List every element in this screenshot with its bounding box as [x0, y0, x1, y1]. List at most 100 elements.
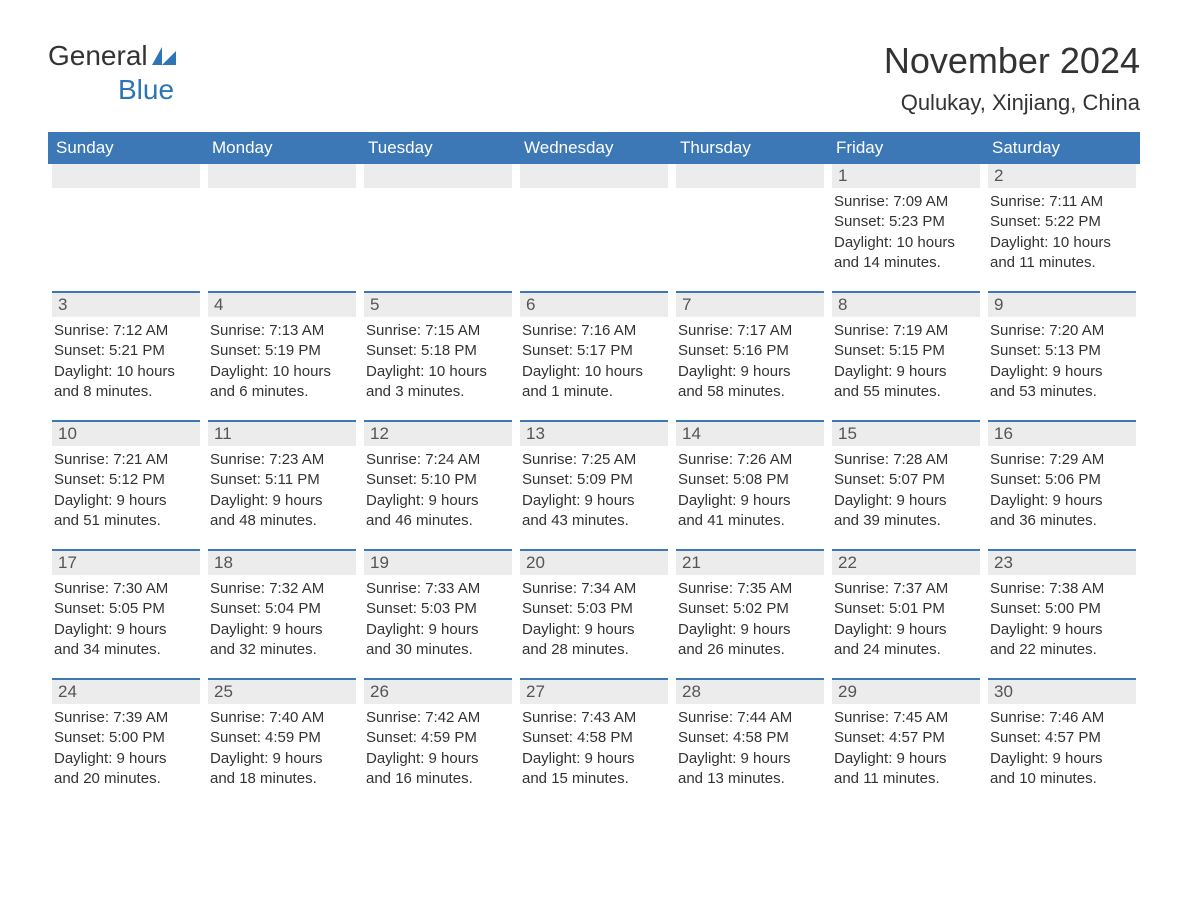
day-info-line: and 51 minutes.: [54, 511, 198, 531]
day-info-line: Sunrise: 7:17 AM: [678, 321, 822, 341]
day-cell: 5Sunrise: 7:15 AMSunset: 5:18 PMDaylight…: [360, 291, 516, 402]
day-info: Sunrise: 7:33 AMSunset: 5:03 PMDaylight:…: [364, 575, 512, 660]
page-header: General Blue November 2024 Qulukay, Xinj…: [48, 40, 1140, 128]
day-info-line: Daylight: 9 hours: [522, 620, 666, 640]
week-row: 17Sunrise: 7:30 AMSunset: 5:05 PMDayligh…: [48, 549, 1140, 660]
week-row: 10Sunrise: 7:21 AMSunset: 5:12 PMDayligh…: [48, 420, 1140, 531]
day-info-line: and 53 minutes.: [990, 382, 1134, 402]
day-info-line: Daylight: 9 hours: [522, 491, 666, 511]
day-info-line: Sunset: 5:22 PM: [990, 212, 1134, 232]
day-info-line: Daylight: 9 hours: [990, 362, 1134, 382]
day-info-line: Daylight: 9 hours: [366, 749, 510, 769]
day-info: Sunrise: 7:42 AMSunset: 4:59 PMDaylight:…: [364, 704, 512, 789]
day-info-line: Daylight: 9 hours: [678, 491, 822, 511]
day-cell: 27Sunrise: 7:43 AMSunset: 4:58 PMDayligh…: [516, 678, 672, 789]
day-info-line: Sunset: 5:00 PM: [990, 599, 1134, 619]
day-number-bar: 18: [208, 549, 356, 575]
day-info-line: and 6 minutes.: [210, 382, 354, 402]
day-info: Sunrise: 7:38 AMSunset: 5:00 PMDaylight:…: [988, 575, 1136, 660]
day-info-line: Daylight: 9 hours: [54, 620, 198, 640]
day-info-line: Sunset: 5:10 PM: [366, 470, 510, 490]
day-number-bar: 11: [208, 420, 356, 446]
day-info-line: and 32 minutes.: [210, 640, 354, 660]
day-number-bar: 21: [676, 549, 824, 575]
day-cell: 8Sunrise: 7:19 AMSunset: 5:15 PMDaylight…: [828, 291, 984, 402]
day-info-line: Sunrise: 7:34 AM: [522, 579, 666, 599]
day-info-line: Sunrise: 7:11 AM: [990, 192, 1134, 212]
day-cell: 23Sunrise: 7:38 AMSunset: 5:00 PMDayligh…: [984, 549, 1140, 660]
weekday-header: Thursday: [672, 132, 828, 164]
day-number-bar: 22: [832, 549, 980, 575]
day-number-bar: 12: [364, 420, 512, 446]
day-info: Sunrise: 7:43 AMSunset: 4:58 PMDaylight:…: [520, 704, 668, 789]
title-area: November 2024 Qulukay, Xinjiang, China: [884, 40, 1140, 128]
day-info-line: Daylight: 9 hours: [54, 491, 198, 511]
day-info-line: and 11 minutes.: [834, 769, 978, 789]
day-info-line: Sunrise: 7:28 AM: [834, 450, 978, 470]
logo-text-general: General: [48, 40, 148, 71]
day-info-line: and 58 minutes.: [678, 382, 822, 402]
day-info-line: Daylight: 9 hours: [834, 749, 978, 769]
day-cell: 10Sunrise: 7:21 AMSunset: 5:12 PMDayligh…: [48, 420, 204, 531]
day-cell: [516, 164, 672, 273]
day-info-line: Sunrise: 7:40 AM: [210, 708, 354, 728]
weeks-container: 1Sunrise: 7:09 AMSunset: 5:23 PMDaylight…: [48, 164, 1140, 789]
day-info: Sunrise: 7:24 AMSunset: 5:10 PMDaylight:…: [364, 446, 512, 531]
day-info-line: Sunrise: 7:38 AM: [990, 579, 1134, 599]
day-number-bar: 29: [832, 678, 980, 704]
day-info-line: Sunrise: 7:09 AM: [834, 192, 978, 212]
day-info-line: Sunset: 5:15 PM: [834, 341, 978, 361]
logo-flag-icon: [152, 40, 180, 72]
day-info-line: Sunrise: 7:29 AM: [990, 450, 1134, 470]
day-info-line: Sunrise: 7:26 AM: [678, 450, 822, 470]
day-info-line: and 46 minutes.: [366, 511, 510, 531]
day-info-line: and 22 minutes.: [990, 640, 1134, 660]
day-info: Sunrise: 7:21 AMSunset: 5:12 PMDaylight:…: [52, 446, 200, 531]
location-subtitle: Qulukay, Xinjiang, China: [884, 90, 1140, 116]
day-cell: 16Sunrise: 7:29 AMSunset: 5:06 PMDayligh…: [984, 420, 1140, 531]
day-info-line: Sunset: 5:01 PM: [834, 599, 978, 619]
day-info-line: Daylight: 9 hours: [990, 491, 1134, 511]
day-info-line: Daylight: 9 hours: [366, 620, 510, 640]
day-info: Sunrise: 7:29 AMSunset: 5:06 PMDaylight:…: [988, 446, 1136, 531]
day-cell: 3Sunrise: 7:12 AMSunset: 5:21 PMDaylight…: [48, 291, 204, 402]
day-number-bar: 6: [520, 291, 668, 317]
day-info-line: Daylight: 10 hours: [210, 362, 354, 382]
day-info-line: and 28 minutes.: [522, 640, 666, 660]
day-info-line: Sunset: 4:58 PM: [522, 728, 666, 748]
day-info-line: and 24 minutes.: [834, 640, 978, 660]
day-info-line: Daylight: 10 hours: [54, 362, 198, 382]
weekday-header: Friday: [828, 132, 984, 164]
day-info: Sunrise: 7:39 AMSunset: 5:00 PMDaylight:…: [52, 704, 200, 789]
day-info-line: Sunrise: 7:39 AM: [54, 708, 198, 728]
day-info-line: Sunset: 5:12 PM: [54, 470, 198, 490]
day-info-line: Sunset: 5:08 PM: [678, 470, 822, 490]
day-number-bar: 14: [676, 420, 824, 446]
day-info-line: and 39 minutes.: [834, 511, 978, 531]
day-info: Sunrise: 7:28 AMSunset: 5:07 PMDaylight:…: [832, 446, 980, 531]
weekday-header: Saturday: [984, 132, 1140, 164]
day-info: Sunrise: 7:16 AMSunset: 5:17 PMDaylight:…: [520, 317, 668, 402]
day-info-line: Sunset: 5:04 PM: [210, 599, 354, 619]
day-info-line: Sunrise: 7:30 AM: [54, 579, 198, 599]
day-info-line: and 3 minutes.: [366, 382, 510, 402]
day-cell: 30Sunrise: 7:46 AMSunset: 4:57 PMDayligh…: [984, 678, 1140, 789]
day-info-line: Daylight: 9 hours: [210, 491, 354, 511]
day-info-line: Daylight: 9 hours: [990, 620, 1134, 640]
day-cell: 11Sunrise: 7:23 AMSunset: 5:11 PMDayligh…: [204, 420, 360, 531]
day-info-line: Daylight: 9 hours: [678, 620, 822, 640]
day-number-bar: 10: [52, 420, 200, 446]
day-number-bar: 8: [832, 291, 980, 317]
day-number-bar: 15: [832, 420, 980, 446]
month-title: November 2024: [884, 40, 1140, 82]
day-info: Sunrise: 7:44 AMSunset: 4:58 PMDaylight:…: [676, 704, 824, 789]
day-cell: 13Sunrise: 7:25 AMSunset: 5:09 PMDayligh…: [516, 420, 672, 531]
day-info-line: Daylight: 9 hours: [54, 749, 198, 769]
day-info-line: Daylight: 9 hours: [210, 620, 354, 640]
day-info: Sunrise: 7:35 AMSunset: 5:02 PMDaylight:…: [676, 575, 824, 660]
weekday-header: Tuesday: [360, 132, 516, 164]
day-info-line: Daylight: 10 hours: [990, 233, 1134, 253]
day-info-line: Sunrise: 7:43 AM: [522, 708, 666, 728]
day-number-bar: 13: [520, 420, 668, 446]
day-info-line: Sunset: 4:57 PM: [990, 728, 1134, 748]
